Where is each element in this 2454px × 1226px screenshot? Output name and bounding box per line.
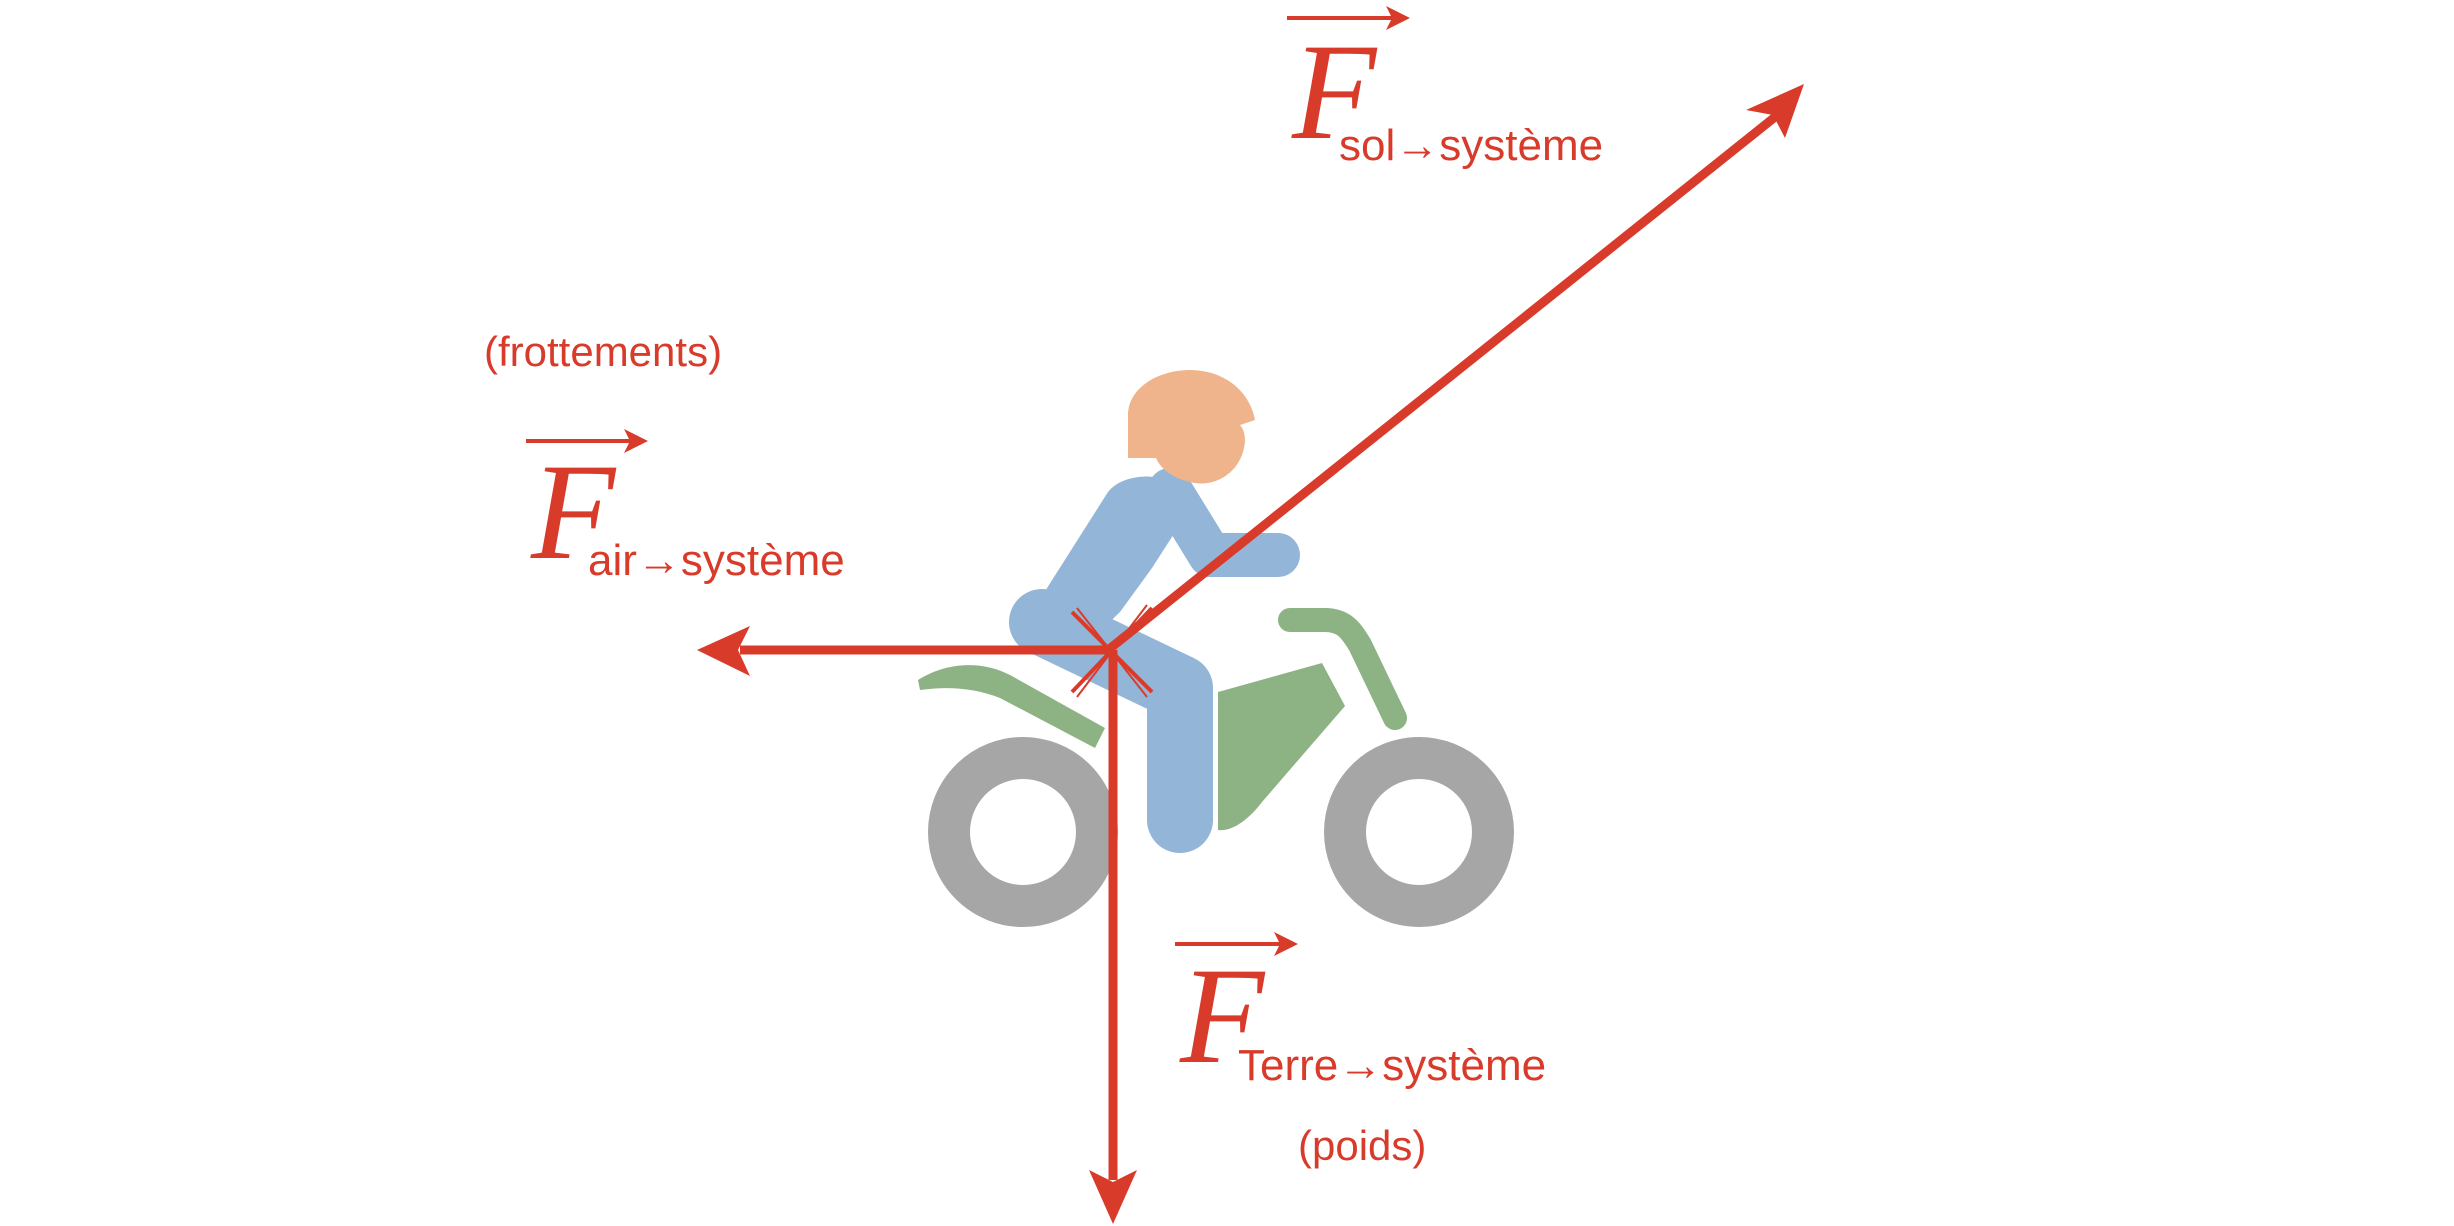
force-vector-air	[697, 626, 1108, 676]
label-force-sol: F sol→système	[1287, 6, 1603, 170]
force-vector-terre	[1089, 650, 1137, 1224]
rider-body-icon	[1009, 468, 1300, 853]
force-vector-sol	[1105, 84, 1804, 654]
force-terre-note: (poids)	[1298, 1122, 1426, 1169]
vector-arrow-over-icon	[1287, 6, 1410, 30]
vector-arrow-over-icon	[526, 429, 648, 453]
force-terre-symbol: F	[1179, 939, 1266, 1092]
force-terre-subscript: Terre→système	[1238, 1041, 1546, 1090]
helmet-icon	[1128, 370, 1255, 484]
force-air-subscript: air→système	[588, 536, 845, 585]
force-sol-subscript: sol→système	[1339, 121, 1603, 170]
bike-frame-icon	[918, 608, 1407, 831]
motorcycle-rider-icon	[918, 370, 1514, 927]
force-air-symbol: F	[530, 435, 617, 588]
front-wheel-icon	[1324, 737, 1514, 927]
label-force-terre: F Terre→système (poids)	[1175, 932, 1546, 1169]
cross-marker-icon	[1070, 604, 1154, 698]
force-air-note: (frottements)	[484, 328, 722, 375]
force-sol-symbol: F	[1291, 15, 1378, 168]
vector-arrow-over-icon	[1175, 932, 1298, 956]
rear-wheel-icon	[928, 737, 1118, 927]
label-force-air: (frottements) F air→système	[484, 328, 845, 588]
